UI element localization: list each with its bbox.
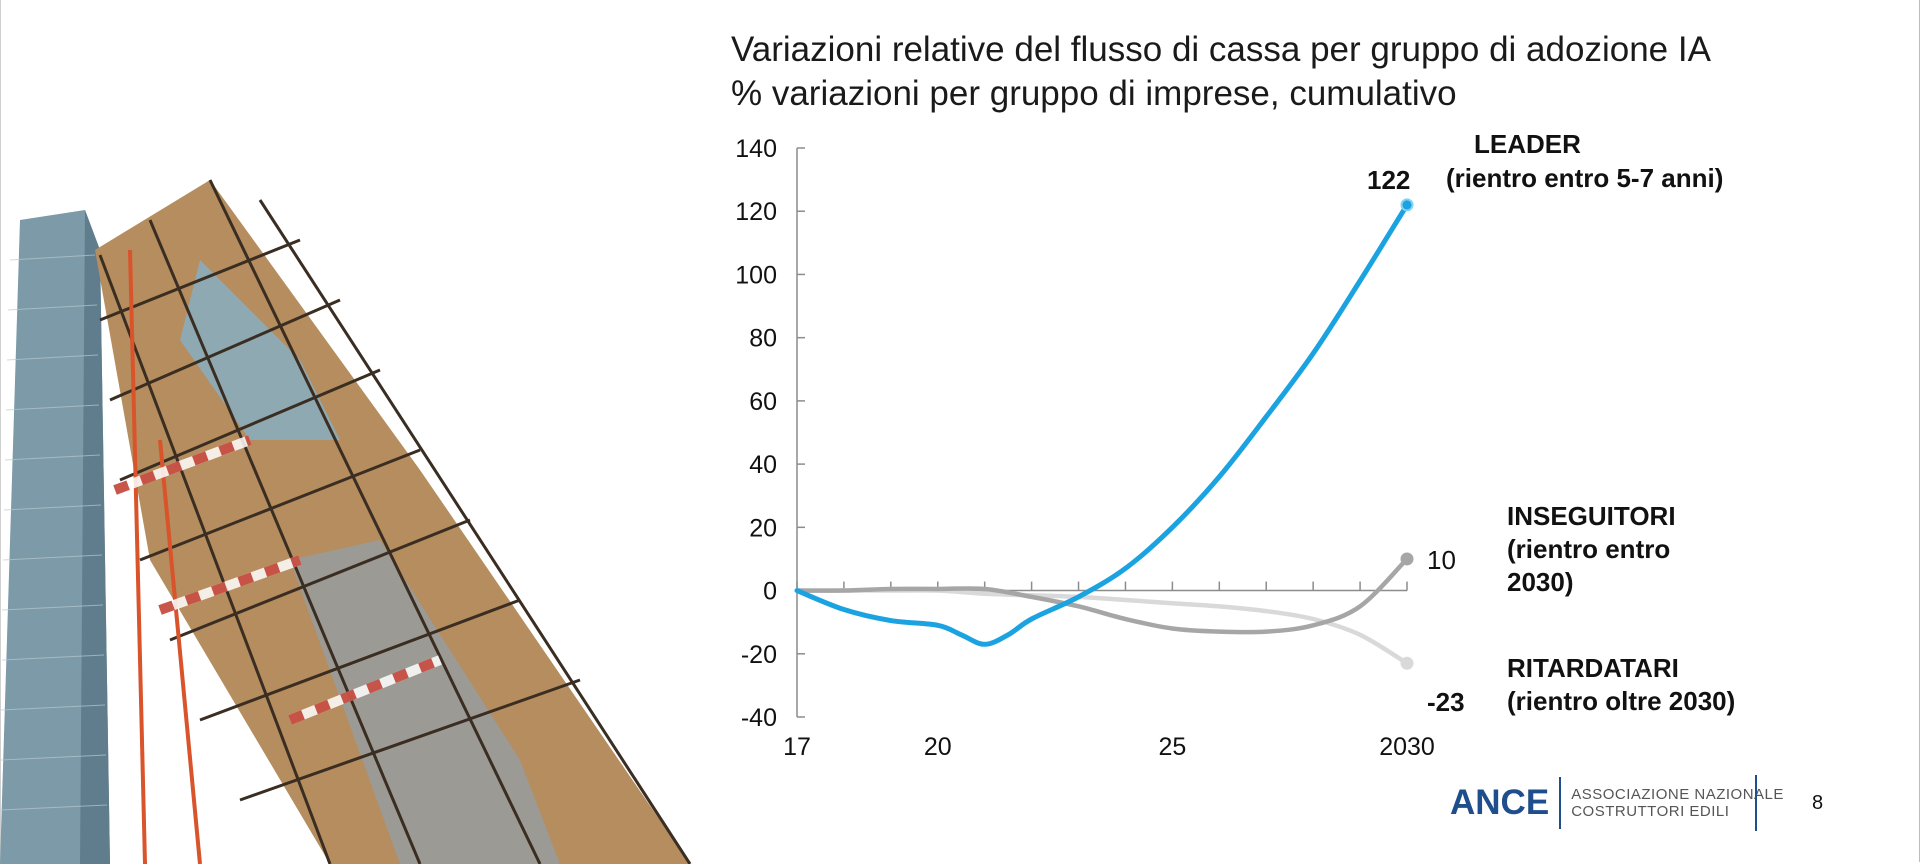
series-name-leader: LEADER [1474,129,1581,159]
series-line3-inseguitori: 2030) [1507,567,1574,597]
chart-title: Variazioni relative del flusso di cassa … [731,30,1711,69]
page-divider [1755,775,1757,831]
chart-title-block: Variazioni relative del flusso di cassa … [731,28,1711,116]
series-title-inseguitori: INSEGUITORI (rientro entro 2030) [1507,500,1676,599]
end-label-leader: 122 [1367,165,1411,195]
series-name-inseguitori: INSEGUITORI [1507,501,1676,531]
construction-scaffolding-photo [0,179,692,864]
y-tick-label: 40 [749,451,777,479]
logo-divider [1559,777,1562,829]
logo-subtext: ASSOCIAZIONE NAZIONALE COSTRUTTORI EDILI [1571,786,1784,820]
end-point-inseguitori [1400,552,1414,566]
series-line-inseguitori [794,556,1410,635]
series-line2-inseguitori: (rientro entro [1507,534,1671,564]
x-tick-label: 17 [783,733,811,761]
x-tick-label: 20 [924,733,952,761]
series-line2-ritardatari: (rientro oltre 2030) [1507,686,1736,716]
ance-logo: ANCE ASSOCIAZIONE NAZIONALE COSTRUTTORI … [1450,775,1784,831]
end-point-leader [1400,198,1414,212]
y-tick-label: 140 [735,135,777,163]
chart-subtitle: % variazioni per gruppo di imprese, cumu… [731,74,1457,113]
series-title-leader: LEADER [1474,128,1774,161]
y-tick-label: 60 [749,388,777,416]
line-chart: -40 -20 0 20 40 60 80 100 120 140 17 20 25 2030 [735,135,1435,761]
logo-sub-line2: COSTRUTTORI EDILI [1571,803,1730,820]
y-tick-label: 20 [749,514,777,542]
x-tick-label: 25 [1158,733,1186,761]
y-tick-label: 0 [763,578,777,606]
y-tick-label: -20 [741,641,777,669]
end-label-inseguitori: 10 [1427,545,1456,575]
y-tick-label: -40 [741,704,777,732]
series-title-ritardatari: RITARDATARI (rientro oltre 2030) [1507,652,1735,718]
y-tick-label: 80 [749,325,777,353]
series-name-ritardatari: RITARDATARI [1507,653,1679,683]
end-point-ritardatari [1400,656,1414,670]
x-tick-label: 2030 [1379,733,1435,761]
page-number: 8 [1812,792,1824,814]
y-tick-label: 100 [735,261,777,289]
series-line-leader [794,202,1410,647]
y-tick-label: 120 [735,198,777,226]
logo-word: ANCE [1450,783,1550,822]
end-label-ritardatari: -23 [1427,687,1465,717]
series-subtitle-leader: (rientro entro 5-7 anni) [1446,163,1724,193]
logo-sub-line1: ASSOCIAZIONE NAZIONALE [1571,786,1784,803]
